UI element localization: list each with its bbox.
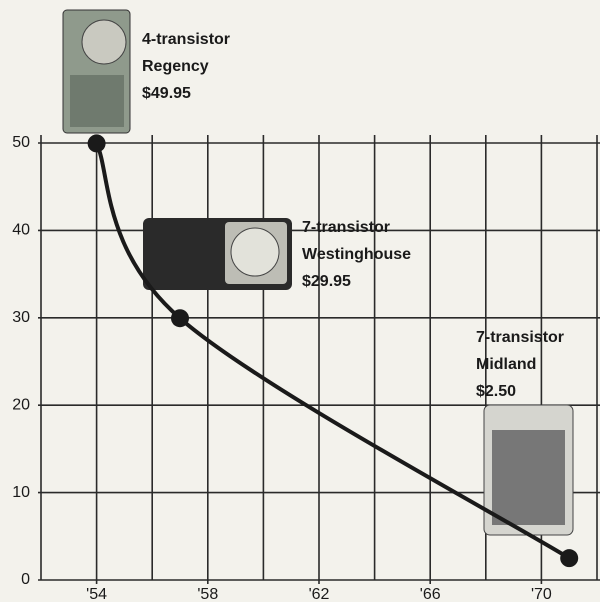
grid: 0 10 20 30 40 50 '54 '58 '62 '66 '70 <box>12 134 600 602</box>
data-point <box>171 309 189 328</box>
point-label: Regency <box>142 58 209 75</box>
radio-westinghouse <box>143 218 292 290</box>
x-tick-label: '62 <box>309 586 330 602</box>
point-label: 7-transistor <box>302 219 390 236</box>
price-line <box>94 142 571 560</box>
point-label: Westinghouse <box>302 246 411 263</box>
radio-midland <box>483 404 574 536</box>
y-tick-label: 20 <box>12 396 30 413</box>
data-point <box>87 134 106 153</box>
y-tick-label: 30 <box>12 309 30 326</box>
x-tick-label: '66 <box>420 586 441 602</box>
y-tick-label: 10 <box>12 484 30 501</box>
plot: 4-transistor Regency $49.95 7-transistor Wes… <box>87 31 579 568</box>
y-tick-label: 40 <box>12 222 30 239</box>
y-tick-label: 50 <box>12 134 30 151</box>
value-label: $2.50 <box>476 383 516 400</box>
x-tick-label: '70 <box>531 586 552 602</box>
x-tick-label: '54 <box>86 586 107 602</box>
point-label: 4-transistor <box>142 31 230 48</box>
radio-regency <box>62 9 131 134</box>
point-label: 7-transistor <box>476 329 564 346</box>
value-label: $29.95 <box>302 273 351 290</box>
y-tick-label: 0 <box>21 571 30 588</box>
x-tick-label: '58 <box>197 586 218 602</box>
point-label: Midland <box>476 356 536 373</box>
data-point <box>560 549 579 568</box>
value-label: $49.95 <box>142 85 191 102</box>
